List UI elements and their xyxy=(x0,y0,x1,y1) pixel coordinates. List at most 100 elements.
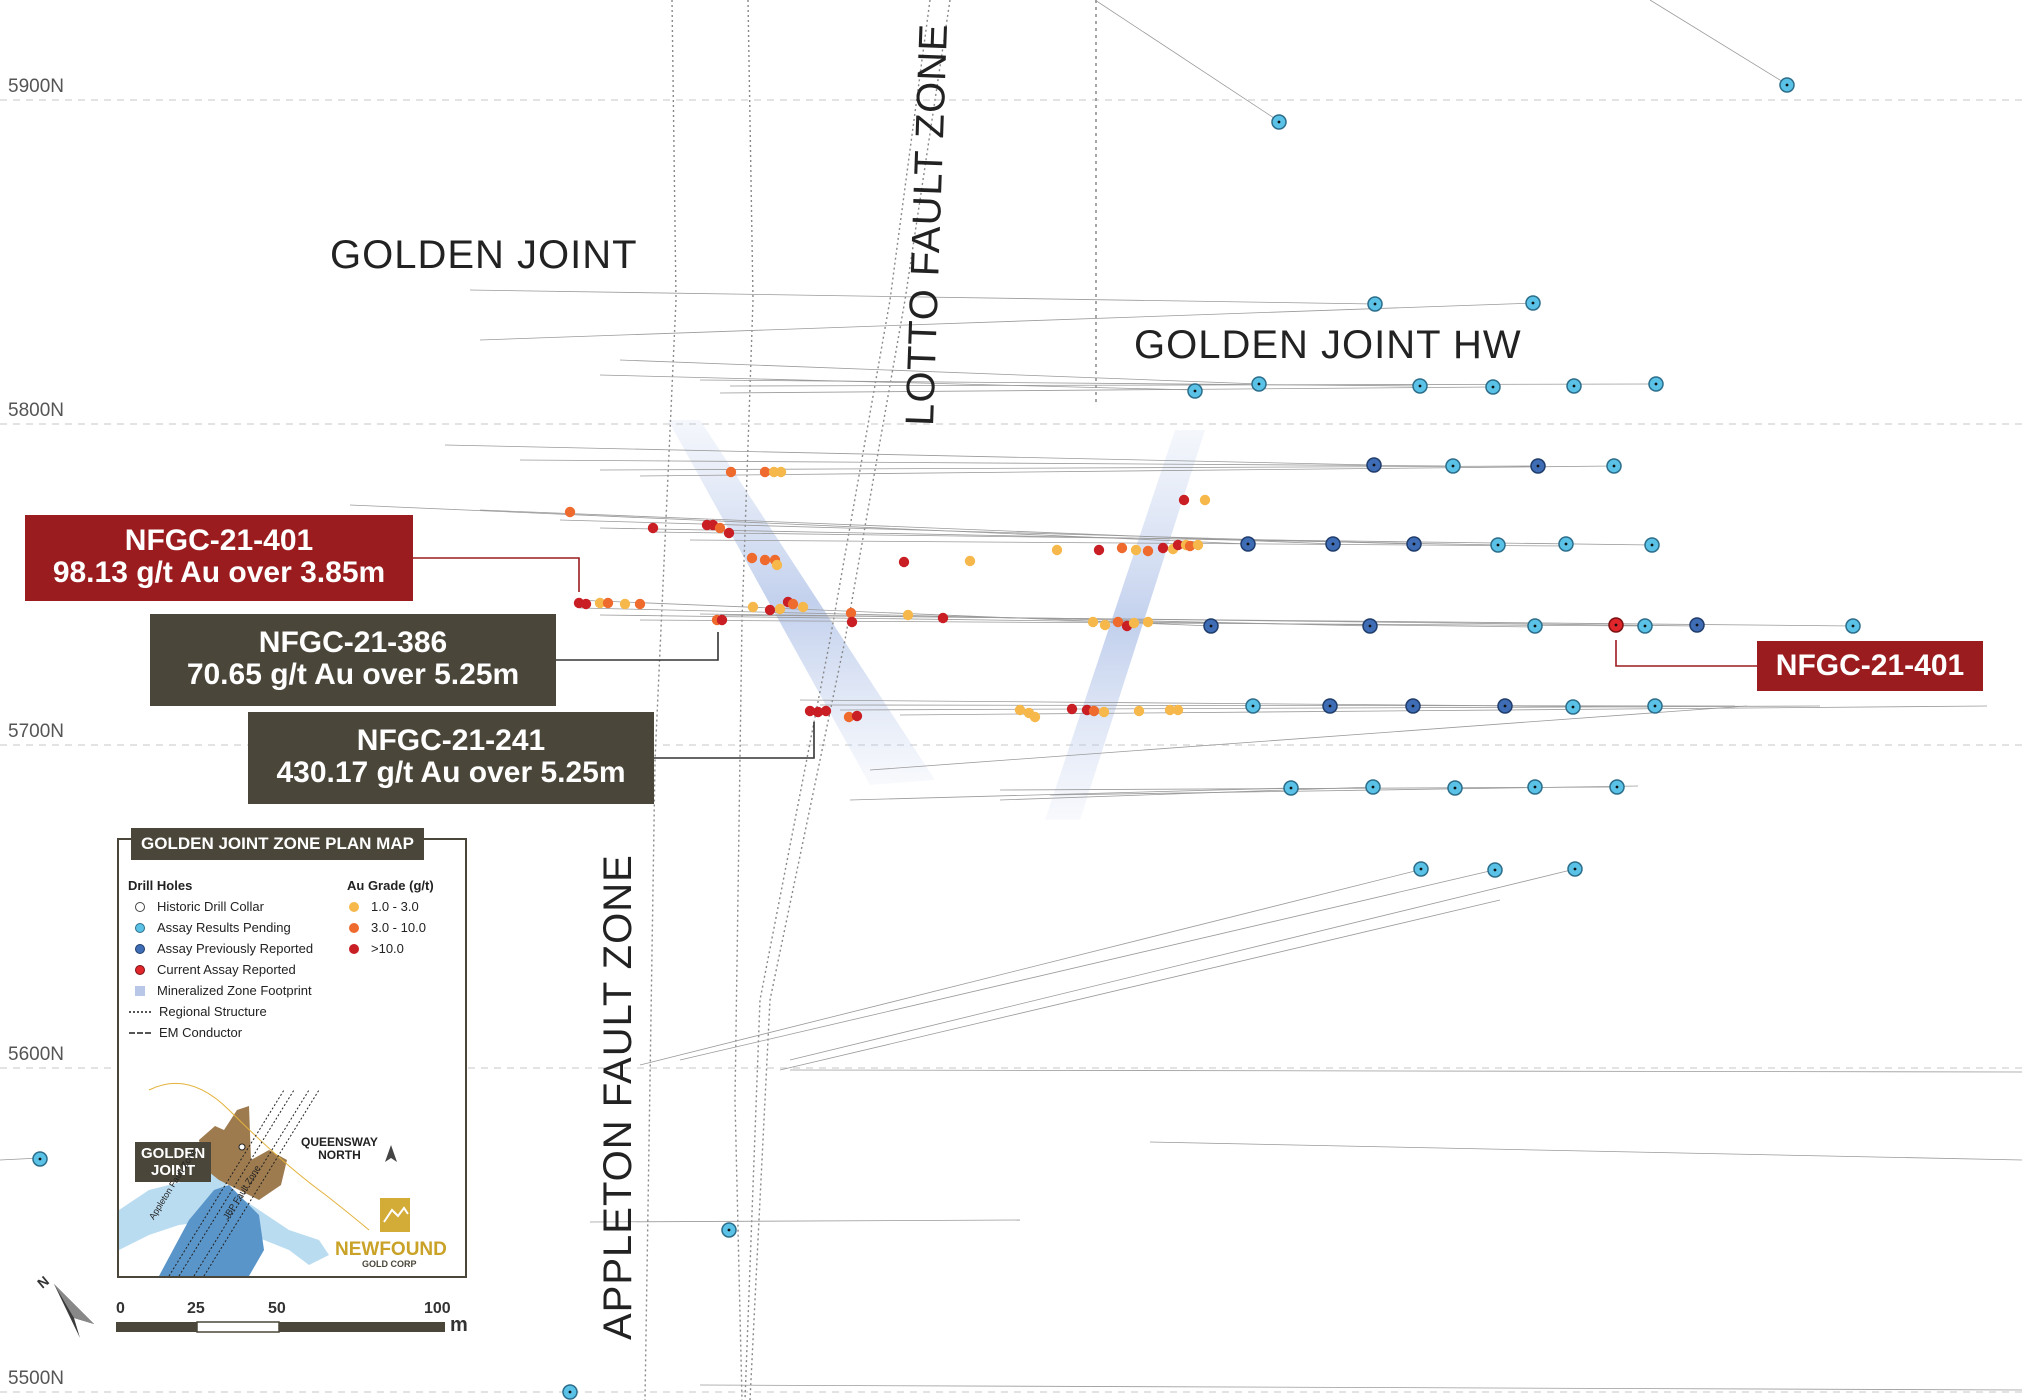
legend-label: Mineralized Zone Footprint xyxy=(157,983,312,998)
collar-center-dot xyxy=(1451,464,1455,468)
legend-label: Current Assay Reported xyxy=(157,962,296,977)
legend-item-footprint: Mineralized Zone Footprint xyxy=(135,983,312,998)
legend-item-reported: Assay Previously Reported xyxy=(135,941,313,956)
callout-nfgc-21-386: NFGC-21-386 70.65 g/t Au over 5.25m xyxy=(150,614,556,706)
legend-label: 1.0 - 3.0 xyxy=(371,899,419,914)
grade-low-interval xyxy=(594,597,606,609)
grade-low-interval xyxy=(1130,544,1142,556)
inset-north-arrow-icon xyxy=(385,1145,397,1162)
drill-collars xyxy=(32,77,1861,1400)
grade-high-icon xyxy=(349,943,359,954)
grade-low-interval xyxy=(1192,539,1204,551)
historic-collar-icon xyxy=(135,901,145,912)
grade-mid-icon xyxy=(349,922,359,933)
legend-title: GOLDEN JOINT ZONE PLAN MAP xyxy=(131,828,424,860)
grade-mid-interval xyxy=(843,711,855,723)
grade-low-interval xyxy=(1142,616,1154,628)
grade-mid-interval xyxy=(787,598,799,610)
grade-high-interval xyxy=(647,522,659,534)
grade-low-interval xyxy=(771,559,783,571)
grade-low-interval xyxy=(619,598,631,610)
dotted-line-icon xyxy=(129,1010,151,1013)
callout-nfgc-21-401-right: NFGC-21-401 xyxy=(1757,641,1983,691)
regional-structures xyxy=(644,0,951,1400)
logo-found: FOUND xyxy=(379,1239,447,1260)
grade-low-interval xyxy=(774,603,786,615)
scale-tick-50: 50 xyxy=(268,1300,286,1317)
collar-center-dot xyxy=(1493,868,1497,872)
callout-nfgc-21-241: NFGC-21-241 430.17 g/t Au over 5.25m xyxy=(248,712,654,804)
grade-low-interval xyxy=(775,466,787,478)
legend-label: Regional Structure xyxy=(159,1004,267,1019)
collar-center-dot xyxy=(727,1228,731,1232)
grid-label-5900n: 5900N xyxy=(8,76,64,97)
appleton-fault-zone-label: APPLETON FAULT ZONE xyxy=(596,854,640,1340)
collar-center-dot xyxy=(1564,542,1568,546)
legend-label: 3.0 - 10.0 xyxy=(371,920,426,935)
grade-low-interval xyxy=(1087,616,1099,628)
collar-center-dot xyxy=(1695,623,1699,627)
scale-tick-0: 0 xyxy=(116,1300,125,1317)
grade-low-interval xyxy=(1098,706,1110,718)
grade-mid-interval xyxy=(746,552,758,564)
grade-mid-interval xyxy=(714,522,726,534)
collar-center-dot xyxy=(1571,705,1575,709)
north-arrow-icon xyxy=(54,1284,94,1338)
legend-grade-high: >10.0 xyxy=(349,941,404,956)
grade-high-interval xyxy=(764,604,776,616)
grid-label-5700n: 5700N xyxy=(8,721,64,742)
grade-high-interval xyxy=(1157,542,1169,554)
legend-item-em-conductor: EM Conductor xyxy=(129,1025,242,1040)
reported-collar-icon xyxy=(135,943,145,954)
grade-high-interval xyxy=(1172,539,1184,551)
collar-center-dot xyxy=(1614,623,1618,627)
grade-low-interval xyxy=(1029,711,1041,723)
legend-item-historic: Historic Drill Collar xyxy=(135,899,264,914)
grade-high-interval xyxy=(846,616,858,628)
collar-center-dot xyxy=(1277,120,1281,124)
collar-center-dot xyxy=(1289,786,1293,790)
collar-center-dot xyxy=(1650,543,1654,547)
collar-center-dot xyxy=(1503,704,1507,708)
collar-center-dot xyxy=(1251,704,1255,708)
collar-center-dot xyxy=(1643,624,1647,628)
callout-hole-id: NFGC-21-401 xyxy=(124,524,314,557)
legend-label: >10.0 xyxy=(371,941,404,956)
collar-center-dot xyxy=(1246,542,1250,546)
golden-joint-hw-label: GOLDEN JOINT HW xyxy=(1134,323,1522,367)
legend-label: Assay Previously Reported xyxy=(157,941,314,956)
callout-result: 70.65 g/t Au over 5.25m xyxy=(186,658,520,691)
collar-center-dot xyxy=(1257,382,1261,386)
collar-center-dot xyxy=(1573,867,1577,871)
legend-label: Historic Drill Collar xyxy=(157,899,264,914)
grade-high-interval xyxy=(1066,703,1078,715)
grade-low-interval xyxy=(964,555,976,567)
legend-label: EM Conductor xyxy=(159,1025,243,1040)
inset-qn-line1: QUEENSWAY xyxy=(301,1135,378,1149)
collar-center-dot xyxy=(1536,464,1540,468)
grade-low-interval xyxy=(1164,704,1176,716)
collar-center-dot xyxy=(1371,785,1375,789)
collar-center-dot xyxy=(1372,463,1376,467)
grade-low-interval xyxy=(1051,544,1063,556)
newfound-logo-icon xyxy=(380,1198,410,1232)
grade-mid-interval xyxy=(725,466,737,478)
grade-mid-interval xyxy=(1184,540,1196,552)
grade-high-interval xyxy=(1178,494,1190,506)
collar-center-dot xyxy=(1209,624,1213,628)
legend-item-current: Current Assay Reported xyxy=(135,962,296,977)
callout-nfgc-21-401-left: NFGC-21-401 98.13 g/t Au over 3.85m xyxy=(25,515,413,601)
grade-intervals xyxy=(564,466,1211,723)
footprint-icon xyxy=(135,985,145,996)
collar-center-dot xyxy=(1785,83,1789,87)
inset-map xyxy=(119,1082,397,1276)
collar-center-dot xyxy=(1851,624,1855,628)
collar-center-dot xyxy=(1572,384,1576,388)
legend-item-regional-structure: Regional Structure xyxy=(129,1004,267,1019)
collar-center-dot xyxy=(1615,785,1619,789)
grade-low-icon xyxy=(349,901,359,912)
legend-item-pending: Assay Results Pending xyxy=(135,920,291,935)
grade-high-interval xyxy=(812,706,824,718)
grid-label-5500n: 5500N xyxy=(8,1368,64,1389)
